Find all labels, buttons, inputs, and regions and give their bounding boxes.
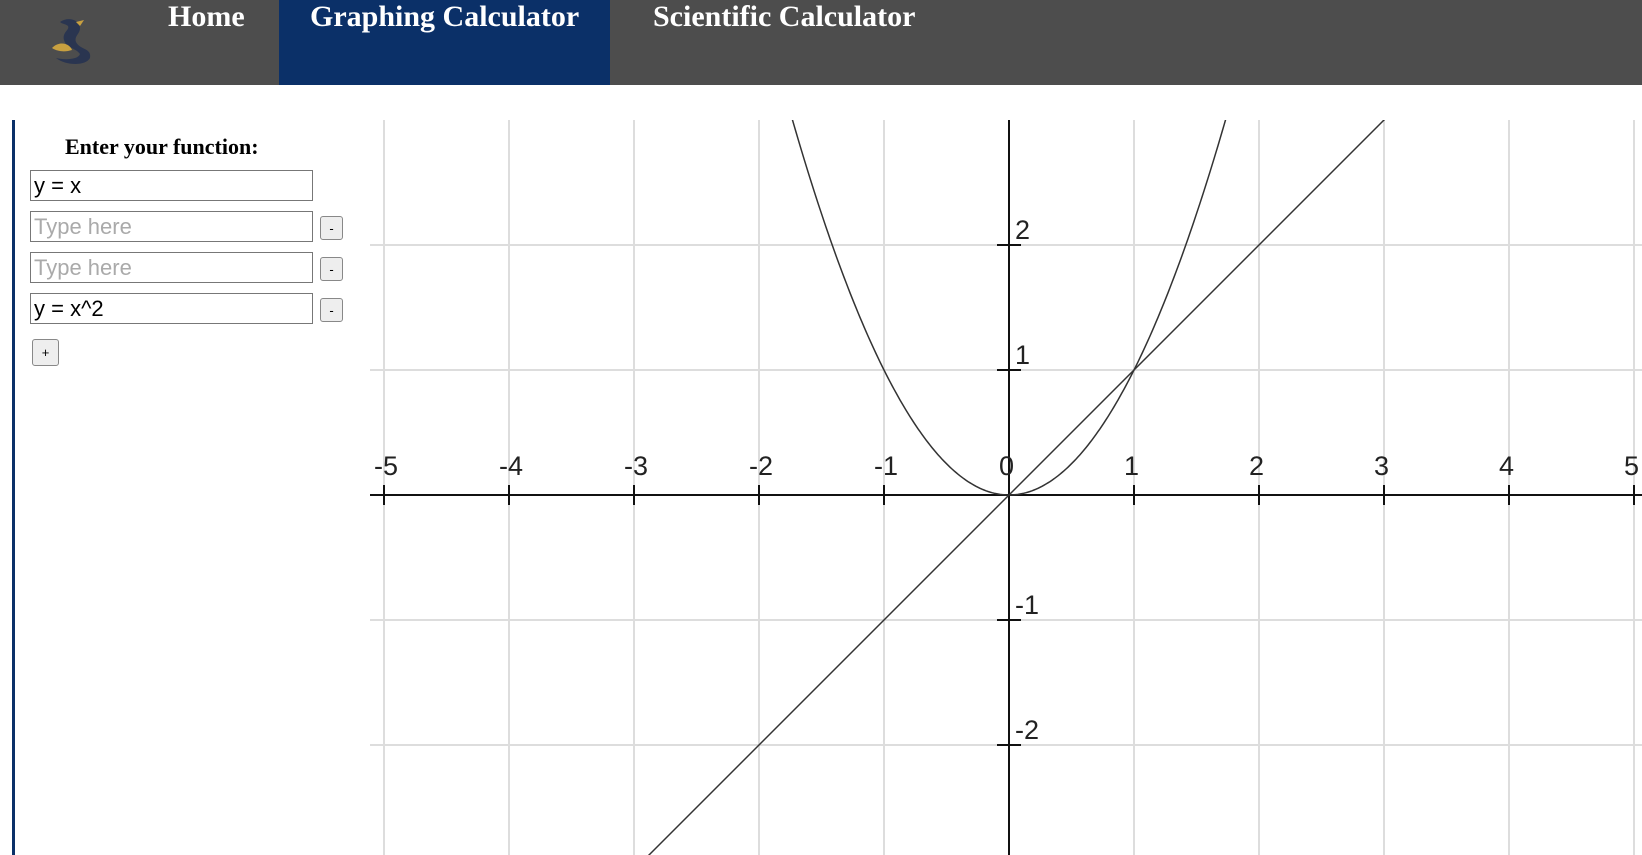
remove-button[interactable]: - [320, 298, 343, 322]
x-tick-label: -3 [624, 451, 648, 481]
function-curve [647, 120, 1386, 855]
function-input[interactable] [30, 211, 313, 242]
function-input[interactable] [30, 293, 313, 324]
x-tick-label: 2 [1249, 451, 1264, 481]
nav-bar: Home Graphing Calculator Scientific Calc… [0, 0, 1642, 85]
y-tick-label: -1 [1015, 590, 1039, 620]
x-tick-label: -5 [374, 451, 398, 481]
function-curve [791, 120, 1227, 496]
x-tick-label: -1 [874, 451, 898, 481]
nav-scientific[interactable]: Scientific Calculator [653, 0, 916, 33]
x-tick-label: -2 [749, 451, 773, 481]
function-label: Enter your function: [65, 134, 259, 159]
y-tick-label: -2 [1015, 715, 1039, 745]
x-tick-label: 0 [999, 451, 1014, 481]
x-tick-label: 5 [1624, 451, 1639, 481]
remove-button[interactable]: - [320, 216, 343, 240]
y-tick-label: 1 [1015, 340, 1030, 370]
remove-button[interactable]: - [320, 257, 343, 281]
x-tick-label: 4 [1499, 451, 1514, 481]
x-tick-label: -4 [499, 451, 523, 481]
graph: -5 -4 -3 -2 -1 0 1 2 3 4 5 -2 -1 1 2 [370, 120, 1642, 855]
y-tick-label: 2 [1015, 215, 1030, 245]
function-input[interactable] [30, 252, 313, 283]
logo[interactable] [46, 14, 98, 66]
x-tick-label: 3 [1374, 451, 1389, 481]
add-button[interactable]: + [32, 339, 59, 366]
function-panel: Enter your function: - - - + [12, 120, 375, 855]
function-input[interactable] [30, 170, 313, 201]
nav-graphing[interactable]: Graphing Calculator [279, 0, 611, 85]
nav-home[interactable]: Home [168, 0, 245, 33]
x-tick-label: 1 [1124, 451, 1139, 481]
